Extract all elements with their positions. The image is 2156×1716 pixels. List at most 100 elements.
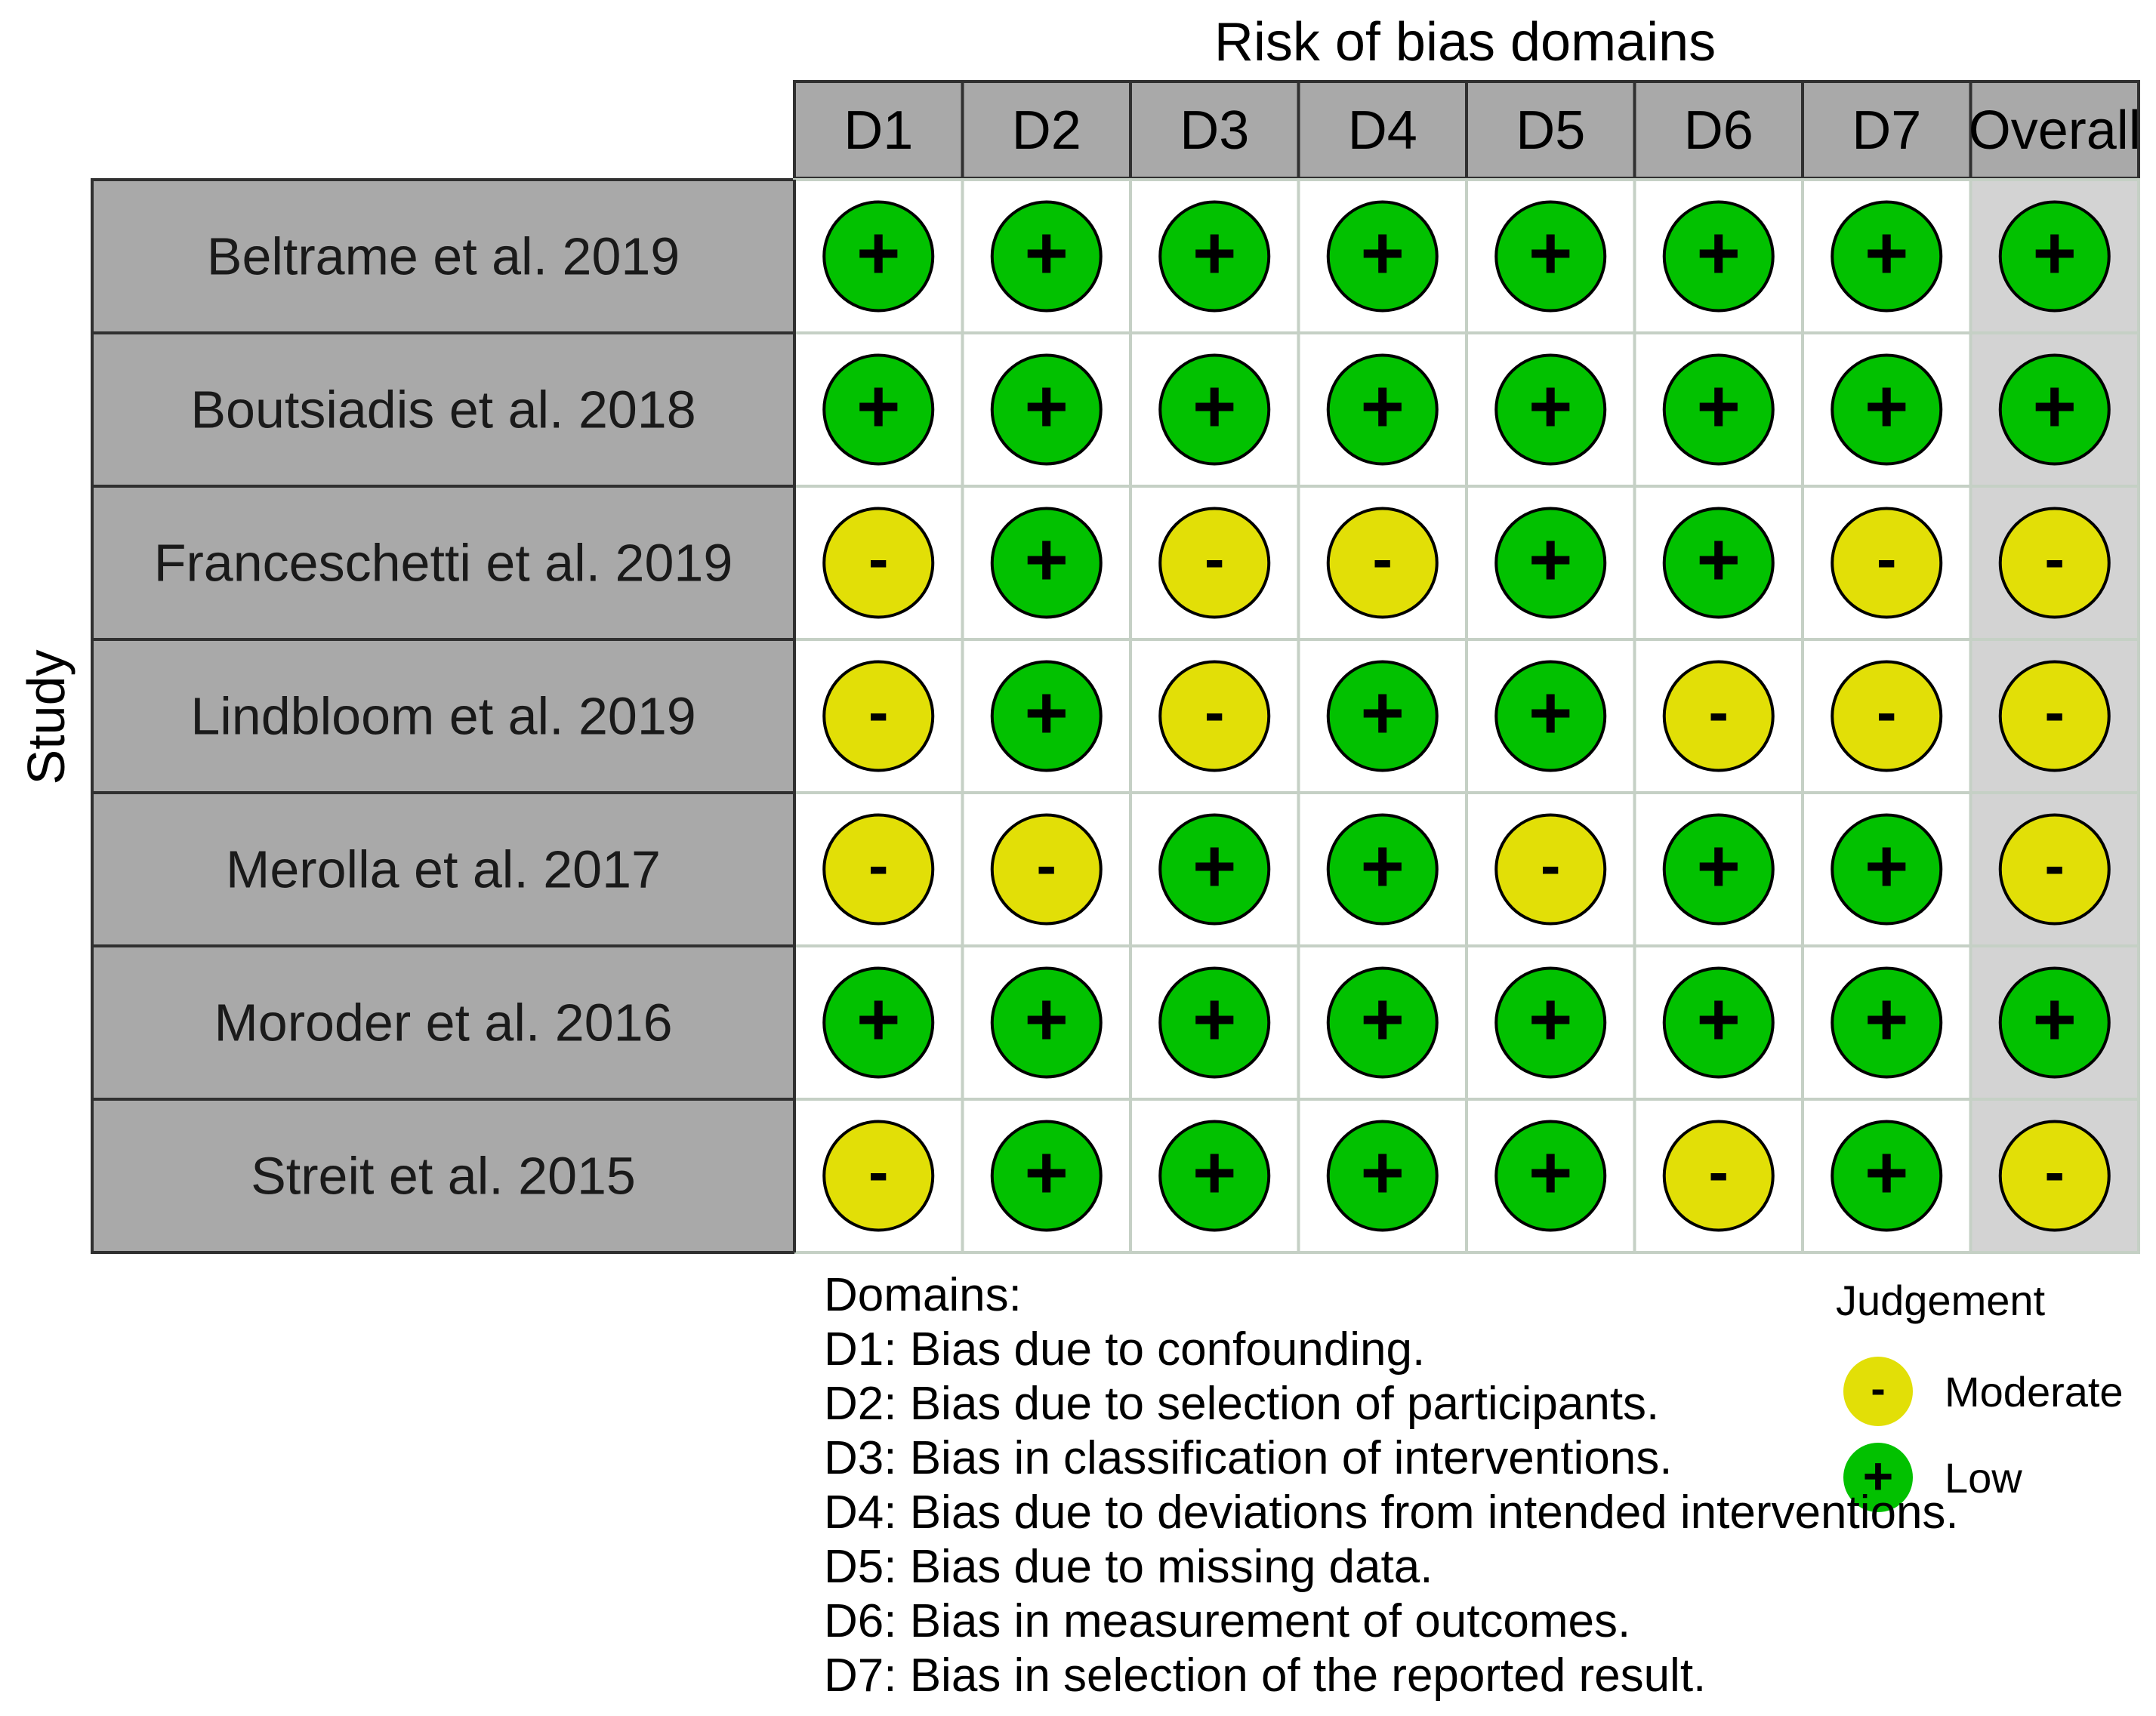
judgement-circle [1158, 200, 1271, 313]
legend-symbol: + [1863, 1446, 1894, 1505]
judgement-circle [822, 966, 935, 1079]
judgement-circle [990, 1120, 1103, 1232]
judgement-circle [822, 813, 935, 926]
judgement-symbol: + [2033, 978, 2077, 1062]
study-label-cell [91, 944, 796, 1101]
study-label: Beltrame et al. 2019 [207, 227, 680, 286]
legend-symbol-circle [1843, 1443, 1913, 1512]
judgement-circle [1326, 966, 1439, 1079]
judgement-circle [990, 507, 1103, 619]
domain-header-row: D1 D2 D3 D4 D5 D6 D7 Overall [793, 80, 2141, 180]
judgement-circle [1831, 813, 1943, 926]
judgement-circle [1326, 813, 1439, 926]
judgement-circle [1662, 200, 1775, 313]
judgement-circle [1831, 200, 1943, 313]
judgement-symbol: - [2044, 525, 2065, 593]
domain-header-label: D7 [1852, 100, 1921, 161]
judgement-symbol: + [1025, 365, 1069, 449]
judgement-circle [822, 507, 935, 619]
judgement-symbol: + [1361, 671, 1405, 756]
judgement-circle [1831, 353, 1943, 466]
judgement-symbol: + [1361, 1131, 1405, 1215]
judgement-circle [822, 1120, 935, 1232]
domain-header-label: D3 [1180, 100, 1249, 161]
judgement-circle [1662, 507, 1775, 619]
judgement-symbol: + [1192, 824, 1236, 909]
judgement-symbol: + [1528, 1131, 1572, 1215]
judgement-circle [822, 660, 935, 772]
judgement-symbol: + [1865, 824, 1908, 909]
judgement-symbol: - [2044, 1138, 2065, 1206]
judgement-symbol: - [1204, 525, 1225, 593]
legend-label: Moderate [1945, 1368, 2124, 1416]
judgement-symbol: + [1528, 978, 1572, 1062]
judgement-circle [1158, 966, 1271, 1079]
domain-header-cell [1969, 80, 2140, 180]
judgement-symbol: - [868, 1138, 889, 1206]
judgement-symbol: + [1361, 211, 1405, 296]
domain-header-cell [1801, 80, 1972, 180]
study-label-cell [91, 791, 796, 947]
judgement-circle [1494, 200, 1607, 313]
judgement-symbol: + [856, 365, 900, 449]
judgement-circle [1998, 353, 2111, 466]
judgement-circle [1494, 813, 1607, 926]
judgement-circle [1326, 660, 1439, 772]
study-label: Streit et al. 2015 [251, 1147, 636, 1206]
judgement-circle [822, 353, 935, 466]
judgement-symbol: + [856, 978, 900, 1062]
judgement-circle [1494, 507, 1607, 619]
judgement-symbol: + [1025, 978, 1069, 1062]
domain-header-label: D2 [1012, 100, 1081, 161]
legend-symbol: - [1871, 1364, 1885, 1413]
study-label-column: Beltrame et al. 2019 Boutsiadis et al. 20… [91, 178, 796, 1254]
judgement-circle [1662, 813, 1775, 926]
judgement-symbol: - [1541, 832, 1561, 899]
judgement-symbol: - [1877, 679, 1897, 746]
judgement-symbol: + [1361, 824, 1405, 909]
domain-header-label: D1 [844, 100, 913, 161]
judgement-circle [990, 660, 1103, 772]
judgement-symbol: - [1708, 1138, 1729, 1206]
judgement-circle [1494, 660, 1607, 772]
judgement-symbol: + [1528, 365, 1572, 449]
judgement-symbol: - [868, 832, 889, 899]
judgement-circle [1831, 660, 1943, 772]
study-label-cell [91, 638, 796, 794]
judgement-circle [1494, 1120, 1607, 1232]
domain-description: D4: Bias due to deviations from intended… [824, 1486, 1959, 1539]
study-label: Merolla et al. 2017 [226, 840, 661, 899]
judgement-symbol: + [1192, 365, 1236, 449]
judgement-circle [1662, 1120, 1775, 1232]
judgement-circle [1158, 353, 1271, 466]
judgement-symbol: - [1877, 525, 1897, 593]
judgement-circle [1326, 353, 1439, 466]
judgement-circle [1158, 1120, 1271, 1232]
judgement-symbol: + [1361, 978, 1405, 1062]
judgement-symbol: + [1025, 211, 1069, 296]
study-label: Franceschetti et al. 2019 [154, 534, 733, 593]
judgement-symbol: + [1865, 365, 1908, 449]
judgement-symbol: + [1697, 978, 1741, 1062]
judgement-symbol: + [1361, 365, 1405, 449]
domain-description: D3: Bias in classification of interventi… [824, 1432, 1673, 1484]
domain-header-cell [1297, 80, 1468, 180]
judgement-symbol: + [1025, 1131, 1069, 1215]
judgement-symbol: + [1025, 518, 1069, 602]
judgement-symbol: + [1192, 978, 1236, 1062]
judgement-symbol: + [1025, 671, 1069, 756]
judgement-circle [990, 353, 1103, 466]
judgement-circle [1998, 1120, 2111, 1232]
judgement-legend: - Moderate + Low [1843, 1357, 2124, 1512]
study-label: Moroder et al. 2016 [214, 994, 672, 1052]
judgement-symbol: + [1528, 671, 1572, 756]
judgement-symbol: + [1697, 211, 1741, 296]
domains-legend: Domains: D1: Bias due to confounding. D2… [824, 1268, 1959, 1703]
judgement-symbol: + [1865, 211, 1908, 296]
judgement-circle [1662, 966, 1775, 1079]
domain-header-label: Overall [1969, 100, 2141, 161]
domains-heading: Domains: [824, 1269, 1022, 1321]
study-label: Boutsiadis et al. 2018 [190, 380, 696, 439]
judgement-symbol: + [1865, 1131, 1908, 1215]
judgement-circle [1831, 1120, 1943, 1232]
